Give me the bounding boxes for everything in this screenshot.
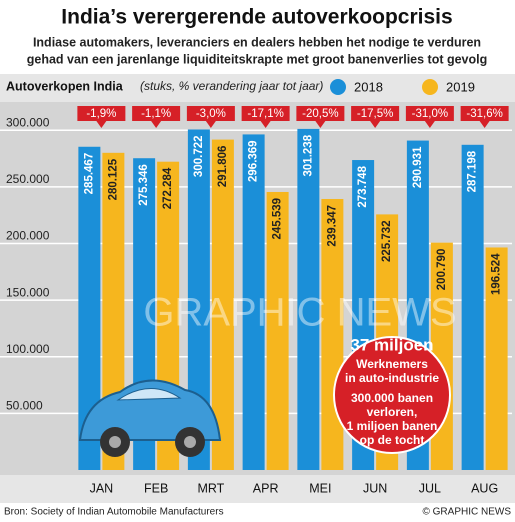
x-tick-label: MEI: [309, 481, 331, 495]
y-tick-label: 150.000: [6, 285, 50, 299]
value-label: 291.806: [217, 146, 229, 188]
bar: [485, 247, 508, 470]
change-box: [241, 106, 290, 128]
x-tick-label: JUN: [363, 481, 387, 495]
callout-line: 300.000 banen: [351, 391, 433, 405]
y-tick-label: 50.000: [6, 399, 43, 413]
callout-line: in auto-industrie: [345, 371, 439, 385]
value-label: 285.467: [83, 153, 95, 195]
axis-band: [0, 475, 515, 503]
value-label: 280.125: [107, 158, 119, 200]
change-label: -31,0%: [405, 106, 454, 128]
change-text: -1,1%: [141, 108, 171, 120]
car-window: [116, 388, 182, 401]
change-box: [296, 106, 345, 128]
legend-label: 2018: [354, 79, 383, 94]
change-text: -20,5%: [302, 108, 338, 120]
source: Bron: Society of Indian Automobile Manuf…: [4, 507, 224, 518]
callout-line: Werknemers: [356, 357, 428, 371]
value-label: 225.732: [381, 220, 393, 262]
change-label: -3,0%: [186, 106, 235, 128]
chart-title: India’s verergerende autoverkoopcrisis: [61, 6, 452, 29]
callout: 37 miljoen Werknemers in auto-industrie …: [333, 335, 451, 454]
callout-headline: 37 miljoen: [350, 335, 433, 354]
credit: © GRAPHIC NEWS: [423, 507, 512, 518]
change-text: -1,9%: [86, 108, 116, 120]
subtitle: gehad van een jarenlange liquiditeitskra…: [27, 52, 488, 66]
callout-circle: [333, 336, 451, 454]
change-label: -17,1%: [241, 106, 290, 128]
value-label: 200.790: [436, 249, 448, 291]
bar: [297, 128, 320, 471]
value-label: 301.238: [302, 134, 314, 176]
legend-swatch: [422, 79, 438, 95]
bar: [78, 146, 101, 470]
car: [78, 379, 222, 457]
legend-swatch: [330, 79, 346, 95]
bar: [211, 139, 234, 470]
change-label: -1,9%: [77, 106, 126, 128]
change-box: [460, 106, 509, 128]
callout-line: op de tocht: [360, 433, 425, 447]
watermark: GRAPHIC NEWS: [143, 291, 456, 335]
hub: [184, 436, 196, 448]
bar: [242, 134, 265, 470]
bar: [102, 152, 125, 470]
change-label: -20,5%: [296, 106, 345, 128]
x-tick-label: JAN: [90, 481, 114, 495]
y-tick-label: 100.000: [6, 342, 50, 356]
x-tick-label: FEB: [144, 481, 168, 495]
change-label: -31,6%: [460, 106, 509, 128]
x-tick-label: MRT: [197, 481, 224, 495]
change-box: [405, 106, 454, 128]
change-text: -31,6%: [466, 108, 502, 120]
x-tick-label: AUG: [471, 481, 498, 495]
change-box: [77, 106, 126, 128]
value-label: 275.346: [138, 164, 150, 206]
x-tick-label: JUL: [419, 481, 441, 495]
y-tick-label: 300.000: [6, 115, 50, 129]
value-label: 290.931: [412, 146, 424, 188]
value-label: 245.539: [272, 198, 284, 240]
car-body: [78, 379, 222, 441]
value-label: 196.524: [491, 253, 503, 295]
bar: [461, 144, 484, 470]
hub: [109, 436, 121, 448]
change-box: [132, 106, 181, 128]
change-text: -17,5%: [357, 108, 393, 120]
change-label: -17,5%: [351, 106, 400, 128]
value-label: 239.347: [326, 205, 338, 247]
chart-note: (stuks, % verandering jaar tot jaar): [140, 79, 323, 93]
bar: [266, 191, 289, 470]
subtitle: Indiase automakers, leveranciers en deal…: [33, 35, 481, 49]
value-label: 287.198: [467, 150, 479, 192]
chart-label: Autoverkopen India: [6, 79, 124, 93]
y-tick-label: 200.000: [6, 229, 50, 243]
y-tick-label: 250.000: [6, 172, 50, 186]
value-label: 272.284: [162, 167, 174, 209]
value-label: 300.722: [193, 135, 205, 177]
value-label: 273.748: [357, 165, 369, 207]
legend-label: 2019: [446, 79, 475, 94]
change-label: -1,1%: [132, 106, 181, 128]
bar: [187, 129, 210, 470]
change-text: -3,0%: [196, 108, 226, 120]
change-box: [186, 106, 235, 128]
change-text: -17,1%: [247, 108, 283, 120]
change-box: [351, 106, 400, 128]
value-label: 296.369: [248, 140, 260, 182]
callout-line: 1 miljoen banen: [347, 419, 438, 433]
change-text: -31,0%: [412, 108, 448, 120]
x-tick-label: APR: [253, 481, 279, 495]
callout-line: verloren,: [367, 405, 418, 419]
